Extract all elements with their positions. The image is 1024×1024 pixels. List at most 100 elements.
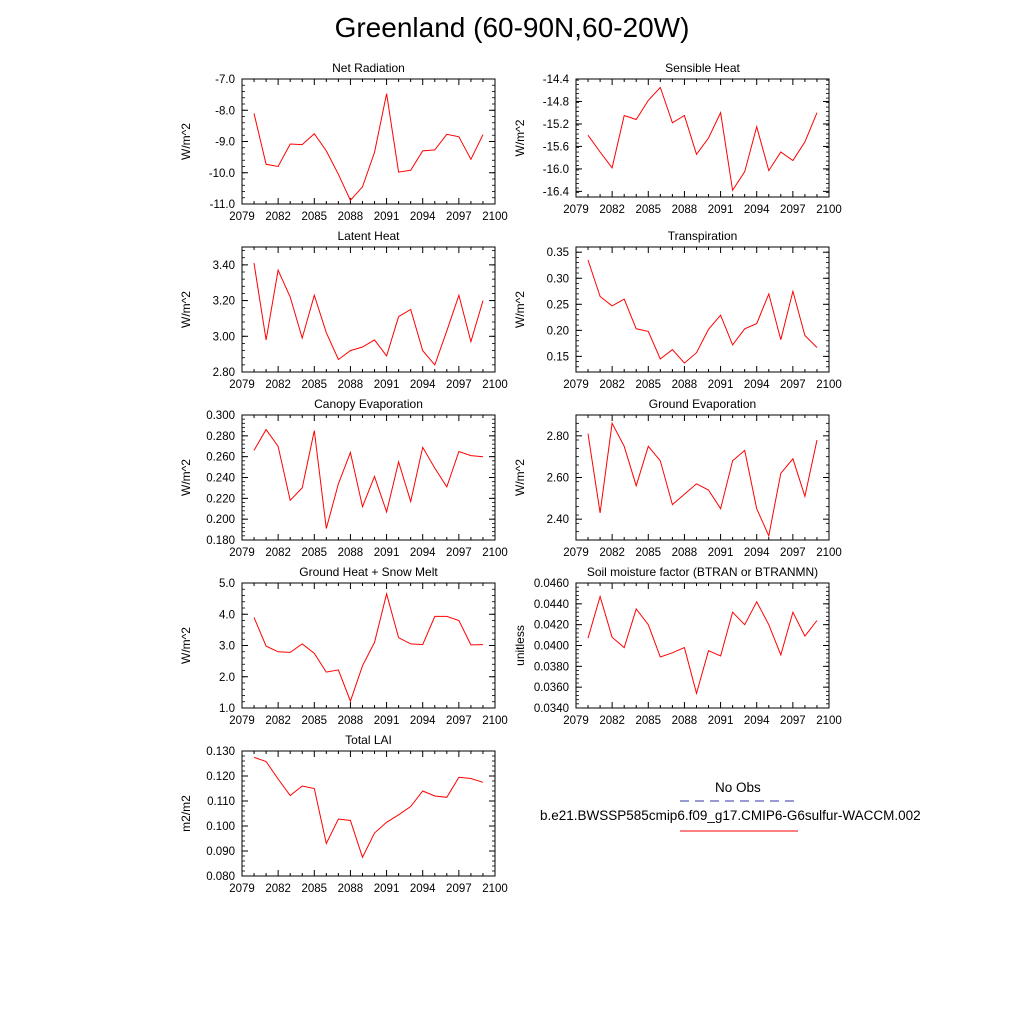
chart-panel-9: Total LAI m2/m2 2079 2082 2085 2088 2091 2094 20…: [179, 733, 508, 895]
y-tick-label: 0.080: [206, 871, 235, 883]
x-tick-label: 2097: [446, 715, 472, 727]
y-tick-label: 0.220: [206, 493, 235, 505]
x-tick-label: 2085: [301, 547, 327, 559]
chart-panel-4: Transpiration W/m^2 2079 2082 2085 2088 2091 20…: [513, 229, 842, 391]
x-tick-label: 2079: [229, 547, 255, 559]
chart-title: Ground Heat + Snow Melt: [299, 565, 438, 579]
y-tick-label: 0.0440: [534, 599, 569, 611]
x-tick-label: 2091: [708, 547, 734, 559]
y-axis-label: W/m^2: [179, 459, 193, 496]
y-tick-label: 0.100: [206, 821, 235, 833]
chart-title: Total LAI: [345, 733, 392, 747]
y-tick-label: 3.40: [213, 260, 235, 272]
x-tick-label: 2088: [338, 379, 364, 391]
y-tick-label: 0.30: [547, 273, 569, 285]
x-tick-label: 2100: [482, 883, 508, 895]
x-tick-label: 2088: [338, 883, 364, 895]
y-tick-label: -11.0: [210, 199, 235, 211]
series-line: [587, 594, 818, 696]
plot-frame: [241, 750, 496, 877]
x-tick-label: 2082: [599, 379, 625, 391]
x-tick-label: 2085: [635, 204, 661, 216]
x-tick-label: 2088: [672, 547, 698, 559]
y-tick-label: 3.0: [219, 641, 235, 653]
y-tick-label: 1.0: [219, 703, 235, 715]
x-tick-label: 2100: [482, 211, 508, 223]
y-axis-label: W/m^2: [513, 459, 527, 496]
chart-panel-2: Sensible Heat W/m^2 2079 2082 2085 2088 2091 20…: [513, 61, 842, 216]
x-tick-label: 2079: [563, 204, 589, 216]
x-tick-label: 2079: [229, 883, 255, 895]
x-tick-label: 2088: [672, 379, 698, 391]
x-tick-label: 2079: [229, 379, 255, 391]
x-tick-label: 2082: [265, 715, 291, 727]
y-tick-label: -10.0: [209, 168, 235, 180]
series-line: [253, 263, 484, 366]
x-tick-label: 2097: [780, 204, 806, 216]
x-tick-label: 2088: [338, 715, 364, 727]
y-axis-label: W/m^2: [179, 291, 193, 328]
series-line: [253, 591, 484, 703]
y-tick-label: 2.60: [547, 473, 569, 485]
chart-title: Transpiration: [668, 229, 738, 243]
y-tick-label: -14.8: [543, 96, 569, 108]
x-tick-label: 2079: [563, 379, 589, 391]
y-tick-label: 0.110: [207, 796, 235, 808]
y-tick-label: 2.0: [219, 672, 235, 684]
y-tick-label: 5.0: [219, 578, 235, 590]
x-tick-label: 2091: [708, 715, 734, 727]
x-tick-label: 2085: [635, 715, 661, 727]
y-tick-label: 2.40: [547, 514, 569, 526]
x-tick-label: 2094: [744, 204, 770, 216]
chart-title: Ground Evaporation: [649, 397, 756, 411]
x-tick-label: 2100: [482, 715, 508, 727]
y-tick-label: 0.130: [206, 746, 235, 758]
legend-obs-label: No Obs: [715, 780, 761, 795]
x-tick-label: 2097: [446, 211, 472, 223]
chart-title: Latent Heat: [337, 229, 400, 243]
x-tick-label: 2091: [374, 379, 400, 391]
y-tick-label: -9.0: [215, 137, 235, 149]
chart-panel-6: Ground Evaporation W/m^2 2079 2082 2085 2088 2…: [513, 397, 842, 559]
x-tick-label: 2079: [229, 211, 255, 223]
x-tick-label: 2082: [265, 379, 291, 391]
y-tick-label: 0.0400: [534, 641, 569, 653]
y-axis-label: W/m^2: [179, 123, 193, 160]
x-tick-label: 2097: [780, 547, 806, 559]
x-tick-label: 2079: [563, 547, 589, 559]
x-tick-label: 2088: [338, 547, 364, 559]
y-tick-label: -15.6: [543, 141, 569, 153]
x-tick-label: 2100: [482, 379, 508, 391]
series-line: [253, 93, 484, 202]
y-tick-label: -15.2: [543, 119, 569, 131]
x-tick-label: 2094: [410, 379, 436, 391]
x-tick-label: 2094: [744, 547, 770, 559]
x-tick-label: 2097: [446, 883, 472, 895]
series-line: [253, 428, 484, 529]
series-line: [587, 421, 818, 538]
x-tick-label: 2085: [301, 715, 327, 727]
chart-panel-1: Net Radiation W/m^2 2079 2082 2085 2088 2091 20…: [179, 61, 508, 223]
chart-title: Canopy Evaporation: [314, 397, 423, 411]
plot-frame: [241, 246, 496, 373]
x-tick-label: 2091: [708, 379, 734, 391]
chart-title: Sensible Heat: [665, 61, 740, 75]
x-tick-label: 2091: [374, 547, 400, 559]
x-tick-label: 2085: [635, 379, 661, 391]
x-tick-label: 2088: [338, 211, 364, 223]
y-tick-label: 0.0380: [534, 661, 569, 673]
y-tick-label: 0.240: [206, 473, 235, 485]
x-tick-label: 2097: [780, 379, 806, 391]
x-tick-label: 2085: [301, 883, 327, 895]
y-tick-label: 0.300: [206, 410, 235, 422]
chart-panel-3: Latent Heat W/m^2 2079 2082 2085 2088 2091 2094…: [179, 229, 508, 391]
plot-frame: [575, 78, 830, 198]
x-tick-label: 2082: [599, 547, 625, 559]
y-tick-label: 0.0340: [534, 703, 569, 715]
y-axis-label: W/m^2: [179, 627, 193, 664]
y-tick-label: 2.80: [213, 367, 235, 379]
y-axis-label: unitless: [513, 625, 527, 666]
y-tick-label: 0.20: [547, 325, 569, 337]
chart-panel-8: Soil moisture factor (BTRAN or BTRANMN) u…: [513, 565, 842, 727]
